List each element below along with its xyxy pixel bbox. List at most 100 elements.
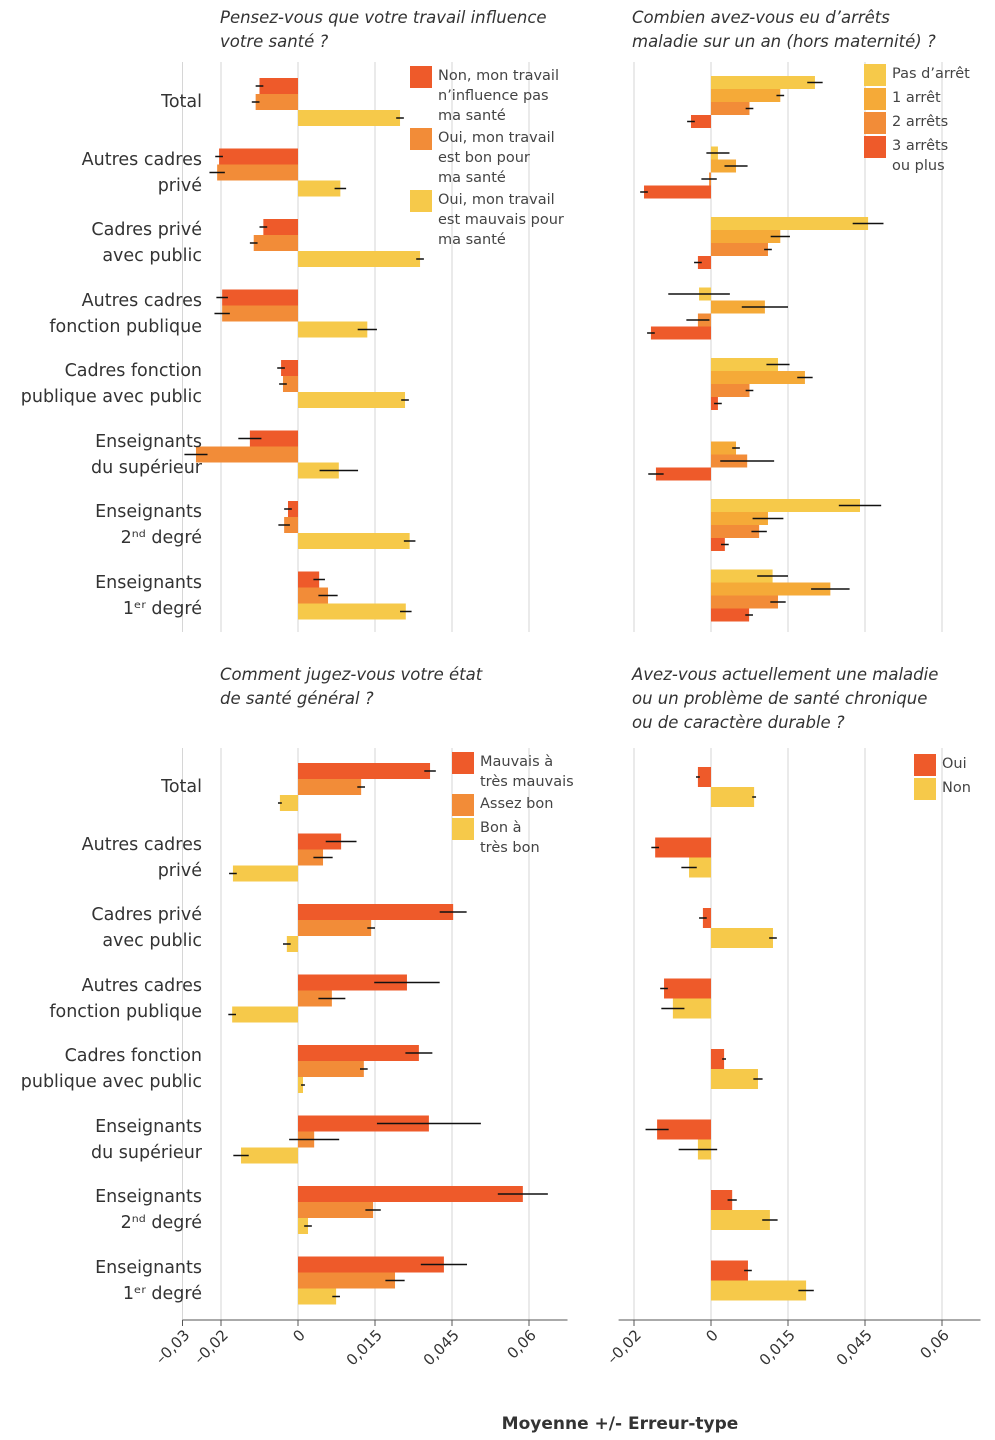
category-label: Autres cadres fonction publique [49,290,202,337]
legend-swatch [864,88,886,110]
category-label: Autres cadres privé [81,149,202,196]
bar [298,849,324,866]
bar [298,763,431,779]
category-label: Autres cadres fonction publique [49,975,202,1022]
x-axis-label: Moyenne +/- Erreur-type [501,1414,739,1434]
bar [259,78,298,94]
legend-label: Oui [942,756,967,772]
bar [711,608,750,622]
category-label: Enseignants du supérieur [91,431,202,478]
chart-title: Pensez-vous que votre travail influence … [220,8,547,51]
bar [711,1280,807,1301]
category-label: Cadres fonction publique avec public [20,1046,202,1092]
bar [263,219,298,235]
legend-label: Oui, mon travail est mauvais pour ma san… [438,192,564,248]
bar [298,462,339,479]
legend: Mauvais à très mauvais Assez bon Bon à trè… [452,752,574,858]
bar [253,235,298,251]
x-tick-label: 0,015 [343,1326,386,1369]
bar [298,1272,396,1289]
bar [222,305,298,322]
bar [650,326,711,340]
bar [281,360,298,376]
bar [255,94,298,110]
bar [298,321,368,338]
bar [298,587,329,604]
legend-swatch [864,136,886,158]
bar [690,115,711,128]
bar [711,512,768,525]
bar [711,441,737,455]
bar [241,1147,298,1164]
bar [249,430,298,447]
bar [697,767,711,787]
bar [711,102,750,115]
bar [232,1006,298,1023]
bar [298,1186,523,1202]
bar [298,1077,304,1093]
category-label: Total [161,777,202,797]
bar [219,148,298,165]
bar [298,533,410,549]
bar [298,833,342,850]
category-label: Cadres fonction publique avec public [20,361,202,407]
bar [711,371,805,384]
legend-item: 1 arrêt [864,88,970,110]
legend-swatch [914,778,936,800]
category-label: Cadres privé avec public [91,905,202,951]
x-tick-label: 0,045 [420,1326,463,1369]
legend-label: Bon à très bon [480,820,540,856]
bar [286,936,298,952]
category-label: Enseignants 1ᵉʳ degré [95,1257,202,1304]
bar [711,928,773,948]
legend-swatch [864,112,886,134]
x-tick-label: –0,03 [152,1326,194,1368]
bar [711,525,760,538]
bar [711,230,781,243]
legend-label: Pas d’arrêt [892,66,970,82]
bar [298,603,406,620]
bar [298,110,401,126]
legend-label: Oui, mon travail est bon pour ma santé [438,130,555,186]
category-label: Enseignants du supérieur [91,1116,202,1163]
bar [664,978,711,999]
bar [655,837,711,858]
category-label: Cadres privé avec public [91,220,202,266]
legend: Oui Non [914,754,971,800]
legend-item: 3 arrêts ou plus [864,136,970,176]
x-tick-label: –0,02 [603,1326,645,1368]
legend-item: Non, mon travail n’influence pas ma sant… [410,66,564,126]
bar [298,779,362,795]
legend-item: Oui, mon travail est mauvais pour ma san… [410,190,564,250]
bar [287,501,298,517]
legend-swatch [452,752,474,774]
bar [711,89,781,102]
bar [298,180,341,197]
bar [298,1061,364,1077]
bar [672,998,711,1019]
bar [298,1115,429,1132]
bar [298,571,320,588]
bar [711,1069,758,1089]
bar [298,251,421,267]
bar [711,1210,770,1230]
bar [711,582,831,596]
bar [284,517,298,533]
bar [298,920,372,936]
bar [298,1288,337,1305]
category-label: Enseignants 2ⁿᵈ degré [95,502,202,548]
category-label: Total [161,92,202,112]
legend-item: Oui [914,754,971,776]
legend-item: Mauvais à très mauvais [452,752,574,792]
bar [655,467,711,481]
legend-label: 2 arrêts [892,114,949,130]
bar [711,787,755,807]
bar [644,185,711,199]
x-tick-label: 0 [289,1326,308,1345]
legend-label: 1 arrêt [892,90,941,106]
legend-swatch [452,818,474,840]
x-tick-label: 0,015 [756,1326,799,1369]
category-label: Autres cadres privé [81,834,202,881]
category-label: Enseignants 1ᵉʳ degré [95,572,202,619]
